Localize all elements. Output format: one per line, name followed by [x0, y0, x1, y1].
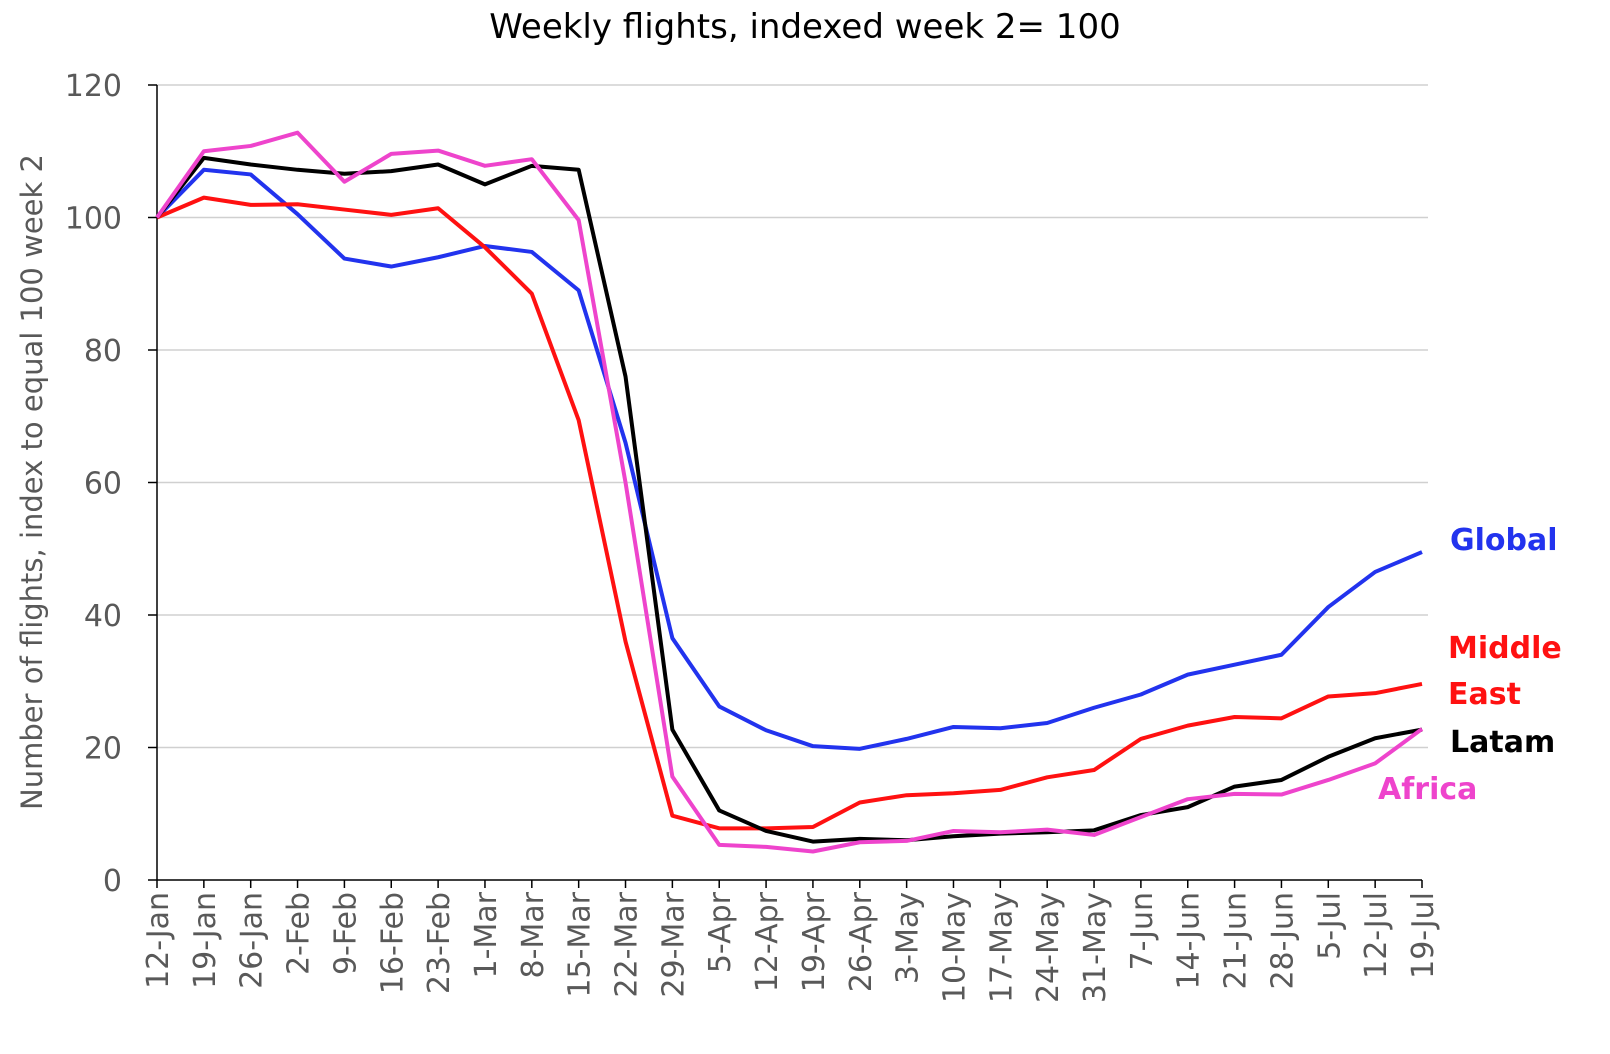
x-tick-label: 23-Feb: [422, 892, 457, 994]
x-tick-label: 19-Jul: [1406, 892, 1441, 979]
series-label: Middle East: [1448, 631, 1562, 712]
series-line: [155, 167, 1423, 751]
x-tick-label: 12-Jul: [1359, 892, 1394, 979]
x-tick-label: 1-Mar: [469, 891, 504, 978]
x-tick-label: 26-Jan: [235, 892, 270, 989]
x-tick-label: 10-May: [937, 892, 972, 1003]
x-tick-label: 17-May: [984, 892, 1019, 1003]
x-tick-label: 7-Jun: [1125, 892, 1160, 970]
x-tick-label: 12-Jan: [141, 892, 176, 989]
series-label: Latam: [1450, 725, 1555, 760]
series-label: Africa: [1378, 772, 1477, 807]
chart-title: Weekly flights, indexed week 2= 100: [489, 7, 1120, 47]
series-line: [155, 130, 1424, 854]
x-tick-label: 21-Jun: [1219, 892, 1254, 990]
x-tick-label: 2-Feb: [282, 892, 317, 975]
y-tick-label: 40: [84, 599, 122, 634]
x-tick-label: 29-Mar: [656, 891, 691, 997]
x-tick-label: 19-Apr: [797, 891, 832, 992]
y-axis-title: Number of flights, index to equal 100 we…: [15, 154, 49, 810]
x-tick-label: 19-Jan: [188, 892, 223, 989]
x-tick-label: 22-Mar: [610, 891, 645, 997]
x-tick-label: 14-Jun: [1172, 892, 1207, 990]
x-tick-label: 8-Mar: [516, 891, 551, 978]
x-tick-label: 9-Feb: [328, 892, 363, 975]
x-tick-label: 15-Mar: [563, 891, 598, 997]
series-line: [156, 195, 1423, 831]
series-label: Global: [1450, 523, 1558, 558]
y-tick-label: 120: [65, 69, 122, 104]
y-tick-label: 0: [103, 864, 122, 899]
x-tick-label: 31-May: [1078, 892, 1113, 1003]
x-tick-label: 5-Apr: [703, 891, 738, 973]
x-tick-label: 26-Apr: [844, 891, 879, 992]
x-tick-label: 5-Jul: [1312, 892, 1347, 960]
x-tick-label: 3-May: [891, 892, 926, 984]
y-tick-label: 80: [84, 334, 122, 369]
x-tick-label: 12-Apr: [750, 891, 785, 992]
x-tick-label: 28-Jun: [1265, 892, 1300, 990]
y-tick-label: 100: [65, 202, 122, 237]
x-tick-label: 16-Feb: [375, 892, 410, 994]
y-tick-label: 20: [84, 732, 122, 767]
y-tick-label: 60: [84, 467, 122, 502]
x-tick-label: 24-May: [1031, 892, 1066, 1003]
